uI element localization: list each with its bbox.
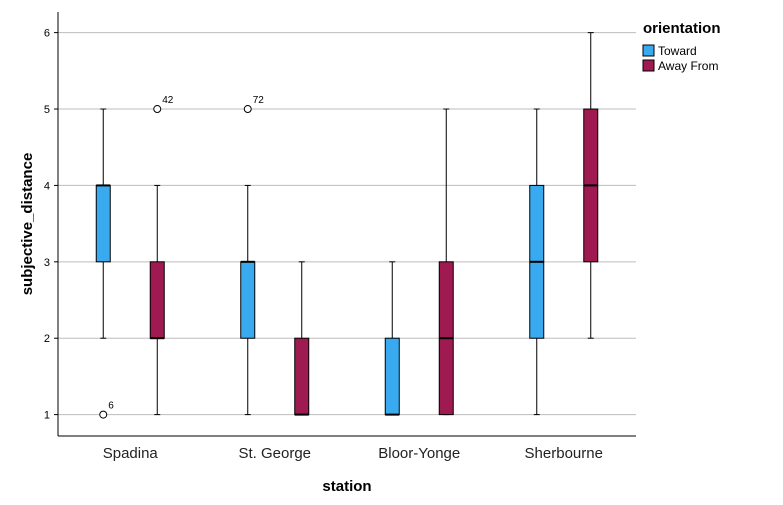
x-axis-title: station (322, 478, 371, 495)
y-axis-title: subjective_distance (19, 153, 36, 296)
outlier-point (99, 410, 108, 419)
legend-label-toward: Toward (658, 44, 697, 58)
boxes: 6 42 72 (95, 32, 599, 419)
legend-title: orientation (643, 20, 721, 37)
box-iqr (95, 184, 111, 263)
y-tick-label: 5 (44, 104, 50, 116)
y-tick-label: 4 (44, 180, 50, 192)
x-category-label: Spadina (103, 445, 159, 462)
box-st-george-toward: 72 (240, 95, 265, 416)
outlier-point (243, 105, 252, 114)
y-tick-label: 3 (44, 257, 50, 269)
legend-label-away-from: Away From (658, 59, 718, 73)
x-categories: Spadina St. George Bloor-Yonge Sherbourne (103, 445, 603, 462)
box-iqr (294, 337, 310, 416)
y-tick-label: 1 (44, 410, 50, 422)
x-category-label: Sherbourne (525, 445, 603, 462)
outlier-label: 42 (162, 95, 174, 106)
box-sherbourne-away-from (583, 32, 599, 339)
legend-swatch-away-from (642, 59, 655, 72)
box-spadina-away-from: 42 (149, 95, 174, 416)
box-sherbourne-toward (529, 108, 545, 416)
box-iqr (149, 261, 165, 339)
legend-swatch-toward (642, 44, 655, 57)
outlier-label: 72 (253, 95, 265, 106)
gridlines (58, 32, 636, 416)
box-bloor-yonge-toward (384, 261, 400, 416)
box-iqr (384, 337, 400, 416)
box-iqr (240, 261, 256, 339)
box-spadina-toward: 6 (95, 108, 114, 419)
x-category-label: St. George (238, 445, 311, 462)
outlier-point (153, 105, 162, 114)
y-ticks: 1 2 3 4 5 6 (44, 28, 58, 422)
box-bloor-yonge-away-from (438, 108, 454, 416)
y-tick-label: 6 (44, 28, 50, 40)
outlier-label: 6 (108, 401, 114, 412)
box-st-george-away-from (294, 261, 310, 416)
x-category-label: Bloor-Yonge (378, 445, 460, 462)
axes (57, 12, 636, 437)
y-tick-label: 2 (44, 333, 50, 345)
